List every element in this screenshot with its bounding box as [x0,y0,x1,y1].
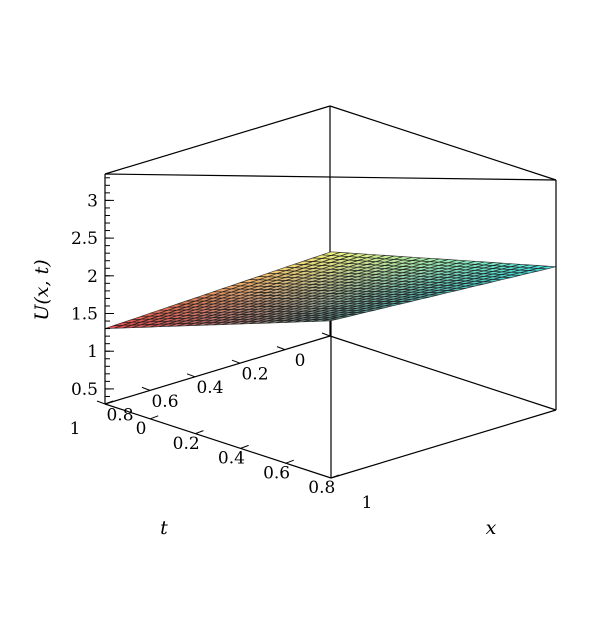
axis-labels: U(x, t) t x [31,259,497,539]
x-tick-label: 0.8 [308,478,335,498]
box-edge-back [329,105,557,181]
z-axis-label: U(x, t) [31,259,53,320]
box-edge-back [104,173,557,181]
t-tick-mark [276,346,286,351]
t-tick-mark [231,359,241,364]
x-tick-mark [240,444,249,449]
t-tick-mark [141,386,151,391]
t-tick-label: 0.2 [241,365,268,385]
surface-facet [321,251,341,256]
t-tick-mark [96,400,106,405]
x-tick-label: 0.2 [173,434,200,454]
box-edge-back [329,335,557,411]
t-tick-label: 0.8 [106,405,133,425]
x-tick-mark [195,430,204,435]
x-tick-mark [104,400,114,405]
x-axis-label: x [486,517,497,539]
z-tick-label: 1 [87,342,98,362]
box-edge-front [104,403,332,479]
surface-mesh [104,251,557,329]
axis-ticks: 0.5 1 1.5 2 2.5 3 0 0.2 0.4 0.6 0.8 1 0 0.2 0.4 0.6 0.8 1 [70,177,373,513]
x-tick-label: 0.4 [218,449,245,469]
t-axis-label: t [160,517,168,539]
z-tick-label: 0.5 [71,380,98,400]
x-tick-label: 1 [362,493,373,513]
box-edge-back [104,105,331,175]
t-tick-label: 0.6 [151,392,178,412]
t-tick-label: 0 [295,351,306,371]
x-tick-mark [330,474,340,479]
t-tick-label: 1 [70,419,81,439]
x-tick-label: 0.6 [263,463,290,483]
box-edge-front [330,409,557,479]
x-tick-label: 0 [136,419,147,439]
bounding-box-front [104,174,557,479]
z-tick-label: 1.5 [71,305,98,325]
z-tick-label: 2.5 [71,229,98,249]
x-tick-mark [285,459,294,464]
t-tick-mark [186,373,196,378]
t-tick-label: 0.4 [196,378,223,398]
z-tick-label: 2 [87,267,98,287]
x-tick-mark [150,415,159,420]
box-edge-back [104,335,331,405]
z-tick-label: 3 [87,191,98,211]
t-tick-mark [321,332,331,337]
